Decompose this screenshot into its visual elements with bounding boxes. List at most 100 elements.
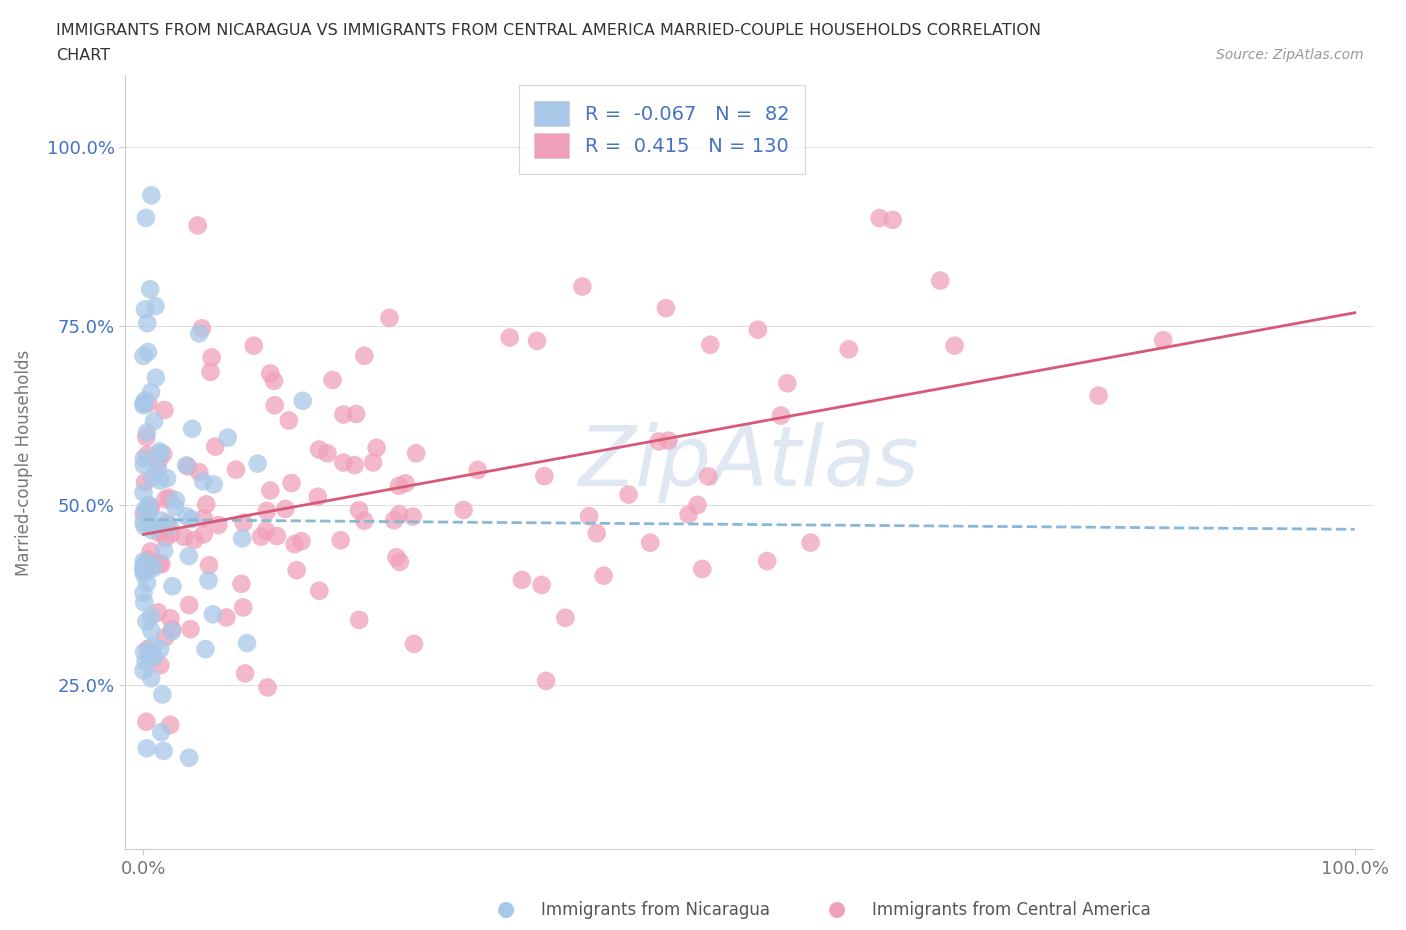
Point (132, 396, 155, 411)
Point (638, 536, 661, 551)
Point (388, 507, 411, 522)
Point (290, 534, 312, 549)
Point (329, 533, 352, 548)
Point (159, 518, 181, 533)
Point (157, 490, 180, 505)
Text: ●: ● (828, 898, 845, 919)
Point (198, 558, 221, 573)
Point (134, 302, 156, 317)
Point (132, 554, 155, 569)
Point (149, 446, 172, 461)
Point (467, 462, 489, 477)
Point (146, 461, 169, 476)
Point (259, 483, 281, 498)
Point (231, 531, 253, 546)
Point (648, 434, 671, 449)
Point (699, 338, 721, 352)
Point (135, 614, 157, 629)
Point (194, 642, 217, 657)
Point (141, 470, 163, 485)
Point (156, 471, 179, 485)
Point (155, 630, 177, 644)
Point (135, 714, 157, 729)
Point (585, 525, 607, 540)
Point (347, 503, 370, 518)
Point (697, 469, 720, 484)
Point (165, 499, 187, 514)
Point (343, 458, 366, 472)
Point (280, 475, 302, 490)
Point (200, 365, 222, 379)
Point (139, 544, 162, 559)
Point (838, 342, 860, 357)
Point (800, 535, 823, 550)
Point (139, 499, 162, 514)
Point (526, 334, 548, 349)
Point (134, 502, 156, 517)
Point (181, 421, 204, 436)
Point (188, 465, 211, 480)
Text: ●: ● (498, 898, 515, 919)
Point (132, 586, 155, 601)
Point (179, 621, 201, 636)
Point (136, 447, 159, 462)
Point (254, 524, 277, 538)
Point (135, 430, 157, 445)
Point (686, 498, 709, 512)
Point (139, 500, 162, 515)
Point (347, 613, 370, 628)
Point (138, 552, 160, 567)
Point (256, 680, 278, 695)
Point (141, 188, 163, 203)
Point (132, 644, 155, 659)
Point (165, 493, 187, 508)
Point (139, 385, 162, 400)
Point (143, 414, 166, 429)
Point (402, 636, 425, 651)
Point (554, 610, 576, 625)
Point (142, 559, 165, 574)
Point (678, 507, 700, 522)
Point (132, 562, 155, 577)
Point (776, 376, 799, 391)
Point (162, 578, 184, 593)
Point (153, 403, 176, 418)
Point (1087, 388, 1109, 403)
Point (388, 554, 411, 569)
Point (183, 533, 205, 548)
Point (132, 559, 155, 574)
Point (177, 549, 200, 564)
Text: ZipAtlas: ZipAtlas (579, 422, 920, 503)
Point (149, 444, 172, 458)
Point (690, 562, 713, 577)
Point (769, 408, 792, 423)
Point (132, 451, 155, 466)
Point (232, 600, 254, 615)
Point (266, 528, 288, 543)
Point (141, 623, 163, 638)
Point (215, 610, 238, 625)
Point (132, 458, 155, 472)
Point (160, 624, 183, 639)
Point (277, 413, 299, 428)
Point (149, 642, 172, 657)
Point (291, 393, 314, 408)
Point (344, 406, 367, 421)
Point (134, 519, 156, 534)
Point (141, 671, 163, 685)
Point (274, 501, 297, 516)
Point (139, 649, 162, 664)
Point (177, 598, 200, 613)
Point (510, 573, 533, 588)
Point (180, 512, 202, 526)
Point (394, 476, 416, 491)
Point (152, 687, 174, 702)
Point (1152, 333, 1174, 348)
Point (160, 622, 183, 637)
Point (132, 514, 155, 529)
Point (657, 433, 679, 448)
Point (197, 573, 219, 588)
Point (135, 210, 157, 225)
Point (134, 562, 156, 577)
Point (747, 323, 769, 338)
